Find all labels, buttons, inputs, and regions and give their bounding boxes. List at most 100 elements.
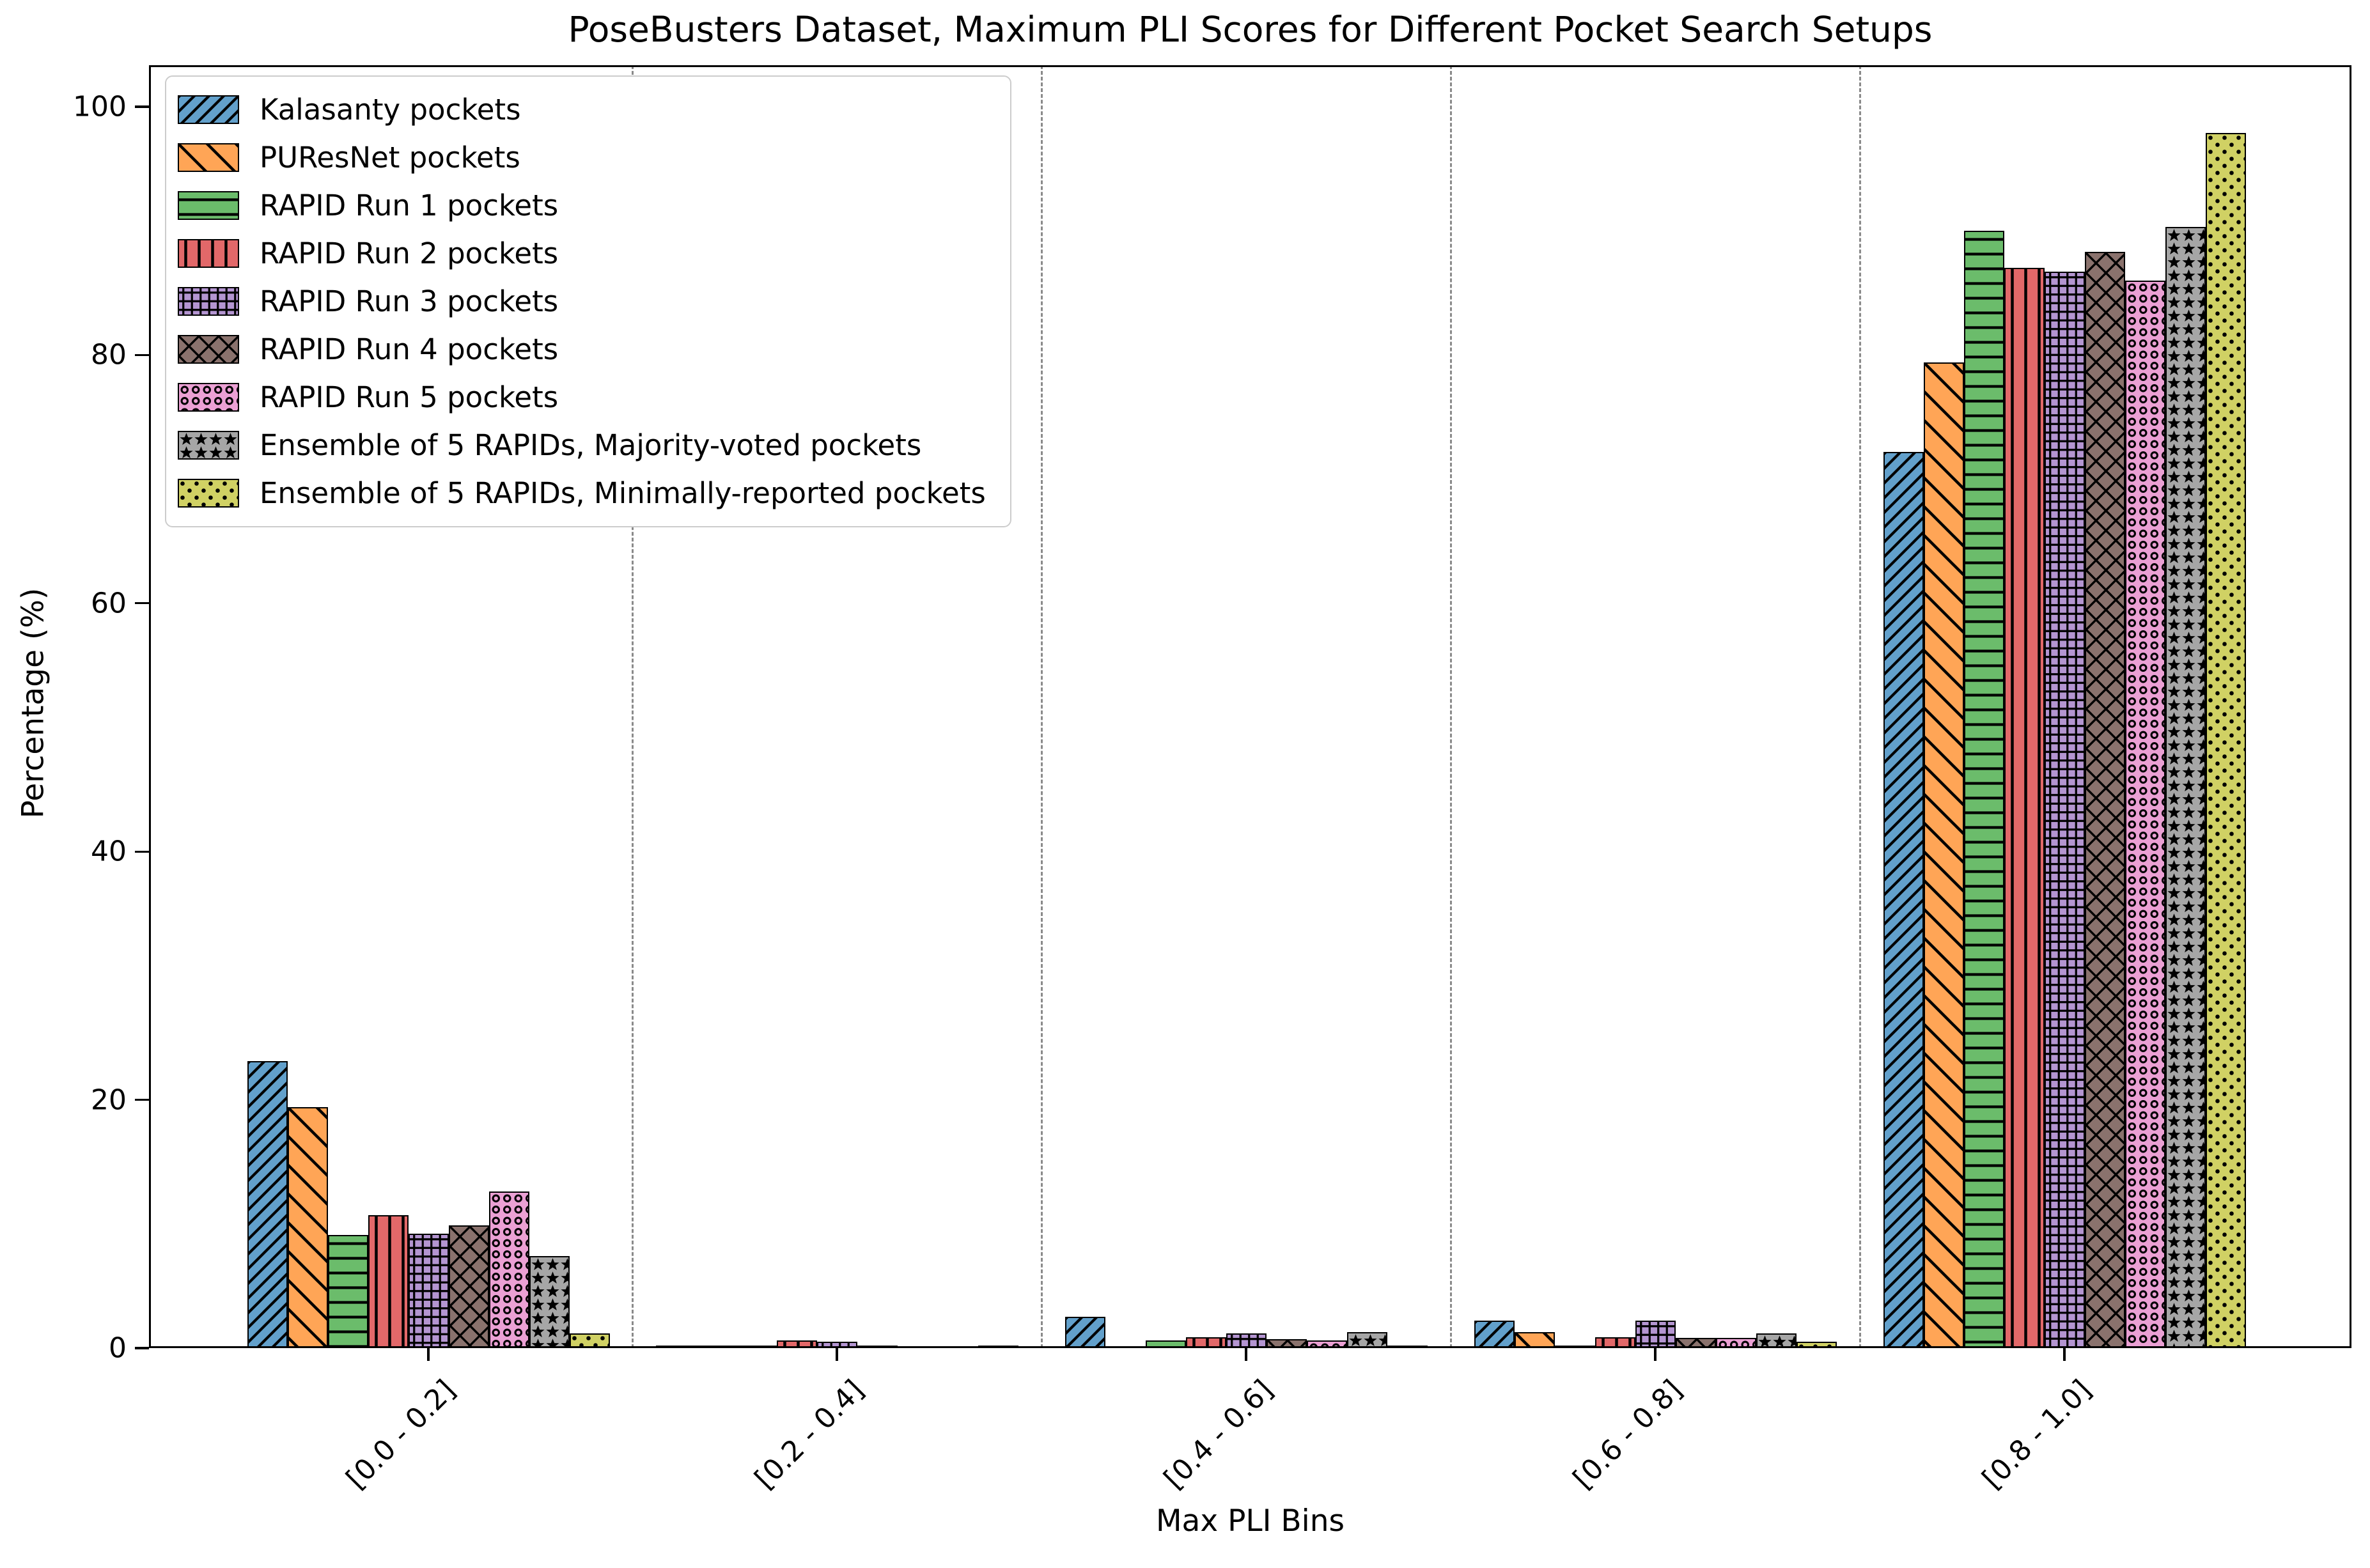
legend-item: RAPID Run 2 pockets xyxy=(178,229,986,277)
bar xyxy=(327,1235,368,1348)
x-tick-mark xyxy=(427,1348,430,1361)
legend-swatch xyxy=(178,191,239,220)
y-tick-label: 60 xyxy=(91,587,127,620)
x-tick-label: [0.4 - 0.6] xyxy=(1157,1374,1280,1496)
bar xyxy=(857,1346,898,1349)
legend-item: Ensemble of 5 RAPIDs, Majority-voted poc… xyxy=(178,421,986,469)
bar xyxy=(696,1346,737,1349)
legend-item: Kalasanty pockets xyxy=(178,86,986,134)
bar xyxy=(569,1333,610,1348)
legend-item-label: Kalasanty pockets xyxy=(260,93,521,127)
bar xyxy=(655,1346,696,1349)
legend-item-label: RAPID Run 3 pockets xyxy=(260,284,559,318)
bar xyxy=(2165,227,2206,1348)
legend-swatch xyxy=(178,143,239,172)
x-tick-label: [0.0 - 0.2] xyxy=(339,1374,462,1496)
bin-separator-line xyxy=(1859,65,1861,1348)
bar xyxy=(287,1107,328,1348)
legend-swatch xyxy=(178,95,239,124)
legend-item-label: RAPID Run 4 pockets xyxy=(260,332,559,366)
bin-separator-line xyxy=(1040,65,1043,1348)
y-tick-label: 100 xyxy=(73,90,127,123)
legend-item: PUResNet pockets xyxy=(178,134,986,182)
bar xyxy=(1923,362,1964,1348)
y-tick-label: 20 xyxy=(91,1083,127,1117)
y-tick-mark xyxy=(135,602,149,605)
legend-item-label: RAPID Run 2 pockets xyxy=(260,237,559,270)
bar xyxy=(1554,1346,1595,1349)
x-tick-label: [0.8 - 1.0] xyxy=(1976,1374,2098,1496)
bar xyxy=(816,1342,857,1348)
bar xyxy=(1594,1337,1635,1348)
y-tick-mark xyxy=(135,1099,149,1101)
bar xyxy=(1226,1333,1267,1348)
bar xyxy=(2084,252,2125,1348)
bin-separator-line xyxy=(1449,65,1452,1348)
y-tick-label: 80 xyxy=(91,338,127,371)
bar xyxy=(1266,1339,1307,1348)
bar xyxy=(776,1340,817,1348)
legend-item-label: Ensemble of 5 RAPIDs, Minimally-reported… xyxy=(260,476,986,510)
x-axis-label: Max PLI Bins xyxy=(1155,1503,1345,1539)
bar xyxy=(1675,1338,1716,1348)
legend-item: Ensemble of 5 RAPIDs, Minimally-reported… xyxy=(178,469,986,517)
y-tick-mark xyxy=(135,105,149,108)
x-tick-mark xyxy=(2063,1348,2066,1361)
bar xyxy=(1635,1321,1676,1348)
legend: Kalasanty pockets PUResNet pockets RAPID R… xyxy=(165,75,1011,527)
bar xyxy=(1474,1321,1515,1348)
x-tick-label: [0.6 - 0.8] xyxy=(1566,1374,1689,1496)
legend-item-label: Ensemble of 5 RAPIDs, Majority-voted poc… xyxy=(260,428,922,462)
bar xyxy=(1185,1337,1226,1348)
legend-item: RAPID Run 3 pockets xyxy=(178,277,986,325)
legend-item: RAPID Run 4 pockets xyxy=(178,325,986,373)
bar xyxy=(1306,1340,1347,1348)
legend-swatch xyxy=(178,239,239,268)
bar xyxy=(1883,451,1924,1348)
x-tick-label: [0.2 - 0.4] xyxy=(748,1374,871,1496)
chart-title: PoseBusters Dataset, Maximum PLI Scores … xyxy=(568,9,1933,50)
bar xyxy=(488,1192,529,1348)
legend-swatch xyxy=(178,479,239,508)
legend-swatch xyxy=(178,431,239,460)
bin-separator-line xyxy=(631,65,634,1348)
y-tick-mark xyxy=(135,353,149,356)
bar xyxy=(408,1234,449,1348)
legend-item-label: PUResNet pockets xyxy=(260,141,520,175)
y-tick-mark xyxy=(135,1347,149,1349)
x-tick-mark xyxy=(1654,1348,1657,1361)
bar xyxy=(2044,272,2085,1348)
legend-item: RAPID Run 5 pockets xyxy=(178,373,986,421)
y-tick-label: 40 xyxy=(91,835,127,868)
bar xyxy=(448,1225,489,1348)
bar xyxy=(978,1346,1018,1349)
y-tick-label: 0 xyxy=(109,1331,127,1365)
legend-item-label: RAPID Run 1 pockets xyxy=(260,189,559,222)
bar xyxy=(1064,1317,1105,1348)
bar xyxy=(1796,1342,1837,1348)
x-tick-mark xyxy=(1245,1348,1247,1361)
bar xyxy=(1346,1331,1387,1348)
bar xyxy=(368,1215,409,1348)
bar xyxy=(1514,1331,1555,1348)
bar xyxy=(1145,1340,1186,1348)
legend-swatch xyxy=(178,335,239,364)
bar xyxy=(2124,280,2165,1348)
y-tick-mark xyxy=(135,850,149,853)
legend-swatch xyxy=(178,383,239,412)
legend-item-label: RAPID Run 5 pockets xyxy=(260,380,559,414)
bar xyxy=(1715,1338,1756,1348)
bar xyxy=(1963,231,2004,1348)
bar xyxy=(736,1346,777,1349)
y-axis-label: Percentage (%) xyxy=(15,587,51,819)
legend-swatch xyxy=(178,287,239,316)
bar xyxy=(2205,132,2246,1348)
bar xyxy=(247,1061,288,1348)
bar xyxy=(2004,268,2045,1348)
legend-item: RAPID Run 1 pockets xyxy=(178,182,986,229)
x-tick-mark xyxy=(836,1348,838,1361)
bar xyxy=(529,1256,570,1348)
bar xyxy=(1756,1333,1797,1348)
bar xyxy=(1387,1346,1428,1349)
